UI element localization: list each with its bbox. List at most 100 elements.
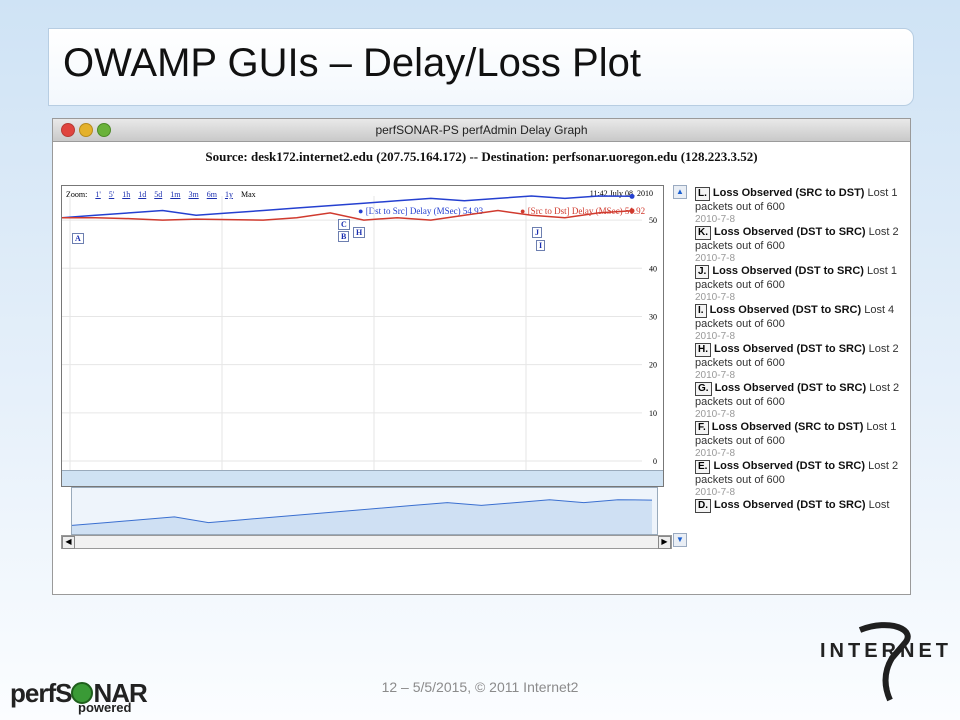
loss-event-item[interactable]: F. Loss Observed (SRC to DST) Lost 1 pack…	[695, 421, 909, 460]
legend-src-to-dst-label: [Src to Dst] Delay (MSec) 51.92	[527, 206, 646, 216]
zoom-1y[interactable]: 1y	[224, 190, 233, 199]
flag-a[interactable]: A	[72, 233, 84, 244]
event-key[interactable]: J.	[695, 265, 710, 279]
overview-chart	[72, 499, 653, 534]
overview-navigator[interactable]	[71, 487, 658, 535]
event-key[interactable]: E.	[695, 460, 711, 474]
flag-j[interactable]: J	[532, 227, 542, 238]
scroll-left-icon[interactable]: ◀	[62, 536, 75, 549]
scroll-right-icon[interactable]: ▶	[658, 536, 671, 549]
overview-line	[72, 499, 653, 526]
logo-text-start: perfS	[10, 678, 72, 708]
zoom-controls: Zoom: 1' 5' 1h 1d 5d 1m 3m 6m 1y Max	[66, 190, 262, 199]
event-text: Lost	[868, 499, 890, 511]
zoom-6m[interactable]: 6m	[206, 190, 217, 199]
loss-event-item[interactable]: J. Loss Observed (DST to SRC) Lost 1 pack…	[695, 265, 909, 304]
event-date: 2010-7-8	[695, 409, 736, 420]
horizontal-scrollbar[interactable]: ◀ ▶	[61, 535, 672, 549]
y-tick-label: 50	[649, 216, 657, 225]
zoom-label: Zoom:	[66, 190, 88, 199]
event-title: Loss Observed (DST to SRC)	[712, 265, 864, 277]
close-button[interactable]	[61, 123, 75, 137]
event-date: 2010-7-8	[695, 487, 736, 498]
slide-footer: 12 – 5/5/2015, © 2011 Internet2	[381, 679, 579, 695]
sidebar-scrollbar[interactable]: ▲ ▼	[673, 185, 687, 547]
event-key[interactable]: K.	[695, 226, 711, 240]
slide-title: OWAMP GUIs – Delay/Loss Plot	[63, 41, 641, 85]
event-date: 2010-7-8	[695, 253, 736, 264]
zoom-5min[interactable]: 5'	[108, 190, 115, 199]
logo-text-end: NAR	[93, 678, 147, 708]
loss-event-item[interactable]: G. Loss Observed (DST to SRC) Lost 2 pack…	[695, 382, 909, 421]
y-tick-label: 40	[649, 264, 657, 273]
internet2-logo: INTERNET	[820, 622, 948, 702]
zoom-3m[interactable]: 3m	[188, 190, 199, 199]
event-text: Lost 2 packets out of 600	[695, 226, 899, 252]
event-date: 2010-7-8	[695, 448, 736, 459]
loss-events-sidebar: L. Loss Observed (SRC to DST) Lost 1 pack…	[691, 185, 909, 535]
zoom-5d[interactable]: 5d	[154, 190, 163, 199]
event-title: Loss Observed (DST to SRC)	[714, 499, 866, 511]
perfsonar-logo: perfS NAR powered	[10, 678, 148, 715]
event-text: Lost 4 packets out of 600	[695, 304, 895, 330]
flag-b[interactable]: B	[338, 231, 350, 242]
zoom-1m[interactable]: 1m	[170, 190, 181, 199]
plot-timestamp: 11:42 July 08, 2010	[589, 189, 653, 198]
event-key[interactable]: G.	[695, 382, 712, 396]
logo-powered: powered	[78, 700, 132, 715]
event-title: Loss Observed (SRC to DST)	[711, 421, 864, 433]
window-titlebar[interactable]: perfSONAR-PS perfAdmin Delay Graph	[53, 119, 910, 142]
event-date: 2010-7-8	[695, 370, 736, 381]
loss-event-item[interactable]: I. Loss Observed (DST to SRC) Lost 4 pack…	[695, 304, 909, 343]
event-key[interactable]: L.	[695, 187, 710, 201]
overview-area	[72, 499, 652, 534]
zoom-1min[interactable]: 1'	[95, 190, 101, 199]
legend-dst-to-src-label: [Dst to Src] Delay (MSec) 54.93	[365, 206, 484, 216]
window-title: perfSONAR-PS perfAdmin Delay Graph	[375, 123, 588, 137]
loss-event-item[interactable]: D. Loss Observed (DST to SRC) Lost	[695, 499, 909, 513]
y-tick-label: 20	[649, 361, 657, 370]
y-tick-label: 10	[649, 409, 657, 418]
loss-event-item[interactable]: H. Loss Observed (DST to SRC) Lost 2 pack…	[695, 343, 909, 382]
zoom-button[interactable]	[97, 123, 111, 137]
event-title: Loss Observed (DST to SRC)	[714, 226, 866, 238]
loss-event-item[interactable]: K. Loss Observed (DST to SRC) Lost 2 pack…	[695, 226, 909, 265]
loss-event-item[interactable]: E. Loss Observed (DST to SRC) Lost 2 pack…	[695, 460, 909, 499]
event-key[interactable]: F.	[695, 421, 709, 435]
flag-h[interactable]: H	[353, 227, 366, 238]
zoom-1h[interactable]: 1h	[122, 190, 131, 199]
event-text: Lost 2 packets out of 600	[695, 382, 900, 408]
scroll-down-icon[interactable]: ▼	[673, 533, 687, 547]
zoom-max[interactable]: Max	[240, 190, 256, 199]
event-title: Loss Observed (SRC to DST)	[712, 187, 865, 199]
slide-title-bar: OWAMP GUIs – Delay/Loss Plot	[48, 28, 914, 106]
internet2-swoosh-icon	[858, 622, 911, 702]
minimize-button[interactable]	[79, 123, 93, 137]
event-key[interactable]: I.	[695, 304, 707, 318]
event-title: Loss Observed (DST to SRC)	[714, 343, 866, 355]
source-destination-line: Source: desk172.internet2.edu (207.75.16…	[205, 149, 758, 164]
scroll-up-icon[interactable]: ▲	[673, 185, 687, 199]
event-date: 2010-7-8	[695, 214, 736, 225]
delay-plot[interactable]: Zoom: 1' 5' 1h 1d 5d 1m 3m 6m 1y Max 11:…	[61, 185, 664, 487]
event-key[interactable]: H.	[695, 343, 711, 357]
flag-i[interactable]: I	[536, 240, 546, 251]
legend-src-to-dst[interactable]: ● [Src to Dst] Delay (MSec) 51.92	[520, 206, 646, 216]
x-axis-bar	[62, 470, 663, 486]
legend-dst-to-src[interactable]: ● [Dst to Src] Delay (MSec) 54.93	[358, 206, 484, 216]
zoom-1d[interactable]: 1d	[138, 190, 147, 199]
event-text: Lost 1 packets out of 600	[695, 421, 897, 447]
loss-event-item[interactable]: L. Loss Observed (SRC to DST) Lost 1 pack…	[695, 187, 909, 226]
y-tick-label: 30	[649, 312, 657, 321]
event-text: Lost 1 packets out of 600	[695, 187, 898, 213]
event-date: 2010-7-8	[695, 331, 736, 342]
event-key[interactable]: D.	[695, 499, 711, 513]
event-text: Lost 2 packets out of 600	[695, 343, 899, 369]
internet2-text: INTERNET	[820, 640, 952, 662]
event-title: Loss Observed (DST to SRC)	[714, 382, 867, 394]
flag-c[interactable]: C	[338, 219, 350, 230]
event-title: Loss Observed (DST to SRC)	[713, 460, 866, 472]
delay-graph-window: perfSONAR-PS perfAdmin Delay Graph Sourc…	[52, 118, 911, 595]
event-title: Loss Observed (DST to SRC)	[709, 304, 862, 316]
event-text: Lost 2 packets out of 600	[695, 460, 899, 486]
